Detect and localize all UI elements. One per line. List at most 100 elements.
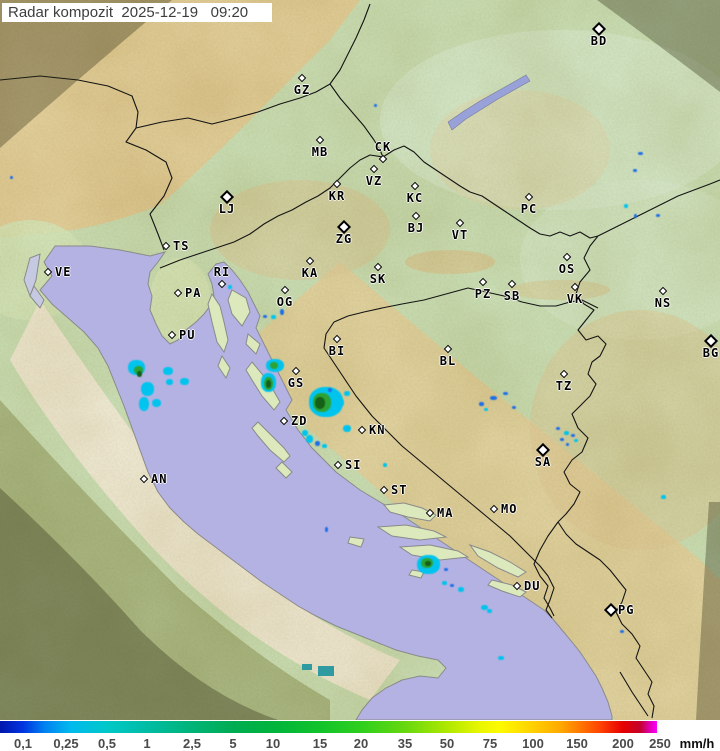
radar-echo xyxy=(343,425,351,432)
radar-echo xyxy=(263,315,267,318)
city-label-os: OS xyxy=(558,262,576,276)
radar-echo xyxy=(10,176,13,179)
radar-echo xyxy=(425,561,431,566)
scale-tick-label: 250 xyxy=(649,736,671,751)
radar-echo xyxy=(633,169,637,172)
radar-echo xyxy=(661,495,666,499)
radar-echo xyxy=(152,399,161,407)
city-label-kc: KC xyxy=(406,191,424,205)
city-label-gz: GZ xyxy=(293,83,311,97)
city-marker-ck xyxy=(378,154,388,164)
city-label-st: ST xyxy=(391,483,408,497)
city-label-zg: ZG xyxy=(335,232,353,246)
city-label-og: OG xyxy=(276,295,294,309)
title-bar: Radar kompozit 2025-12-19 09:20 xyxy=(2,3,272,22)
city-marker-si xyxy=(333,460,343,470)
city-marker-gz xyxy=(297,73,307,83)
city-marker-sk xyxy=(373,262,383,272)
radar-echo xyxy=(479,402,484,406)
radar-echo xyxy=(564,431,569,435)
radar-echo xyxy=(624,204,628,208)
radar-echo xyxy=(383,463,387,467)
scale-tick-label: 0,5 xyxy=(97,736,117,751)
city-label-sb: SB xyxy=(503,289,521,303)
radar-echo xyxy=(458,587,464,592)
adriatic-sea xyxy=(39,245,613,720)
radar-echo xyxy=(620,630,624,633)
city-label-pg: PG xyxy=(618,603,635,617)
city-label-du: DU xyxy=(524,579,541,593)
scale-tick-label: 100 xyxy=(522,736,544,751)
radar-echo xyxy=(444,568,448,571)
city-label-bl: BL xyxy=(439,354,457,368)
city-label-mb: MB xyxy=(311,145,329,159)
lake-lesina xyxy=(302,664,312,670)
radar-echo xyxy=(344,391,350,396)
city-marker-tz xyxy=(559,369,569,379)
city-marker-ma xyxy=(425,508,435,518)
radar-echo xyxy=(334,398,344,407)
lakes xyxy=(302,74,531,676)
city-marker-sb xyxy=(507,279,517,289)
city-label-ri: RI xyxy=(213,265,231,279)
scale-tick-label: 15 xyxy=(312,736,328,751)
city-marker-an xyxy=(139,474,149,484)
radar-echo xyxy=(566,443,569,446)
city-label-sk: SK xyxy=(369,272,387,286)
city-label-kn: KN xyxy=(369,423,386,437)
city-marker-kn xyxy=(357,425,367,435)
radar-echo xyxy=(328,388,332,392)
radar-echo xyxy=(325,527,328,532)
radar-echo xyxy=(322,444,327,448)
radar-echo xyxy=(315,441,320,446)
radar-echo xyxy=(302,430,308,436)
lake-balaton xyxy=(447,74,531,131)
radar-echo xyxy=(270,362,278,369)
city-label-bg: BG xyxy=(702,346,720,360)
city-label-si: SI xyxy=(345,458,362,472)
radar-echo xyxy=(141,382,154,396)
land-layer xyxy=(0,0,720,720)
city-marker-gs xyxy=(291,366,301,376)
radar-echo xyxy=(166,379,173,385)
city-marker-ka xyxy=(305,256,315,266)
radar-echo xyxy=(271,315,276,319)
radar-echo xyxy=(180,378,189,385)
city-marker-bj xyxy=(411,211,421,221)
city-marker-pa xyxy=(173,288,183,298)
city-marker-mo xyxy=(489,504,499,514)
intensity-gradient-bar xyxy=(0,721,657,733)
city-marker-vt xyxy=(455,218,465,228)
radar-echo xyxy=(481,605,488,610)
radar-echo xyxy=(498,656,504,660)
radar-echo xyxy=(228,285,232,289)
intensity-unit-label: mm/h xyxy=(679,736,715,751)
city-marker-pg xyxy=(603,602,619,618)
city-label-ns: NS xyxy=(654,296,672,310)
city-label-pz: PZ xyxy=(474,287,492,301)
islands xyxy=(23,253,527,598)
scale-tick-label: 150 xyxy=(566,736,588,751)
city-marker-bl xyxy=(443,344,453,354)
radar-echo xyxy=(139,397,149,411)
radar-echo xyxy=(571,434,575,437)
city-marker-og xyxy=(280,285,290,295)
city-marker-pc xyxy=(524,192,534,202)
radar-echo xyxy=(490,396,497,400)
radar-echo xyxy=(512,406,516,409)
city-label-lj: LJ xyxy=(218,202,236,216)
city-marker-os xyxy=(562,252,572,262)
city-marker-ve xyxy=(43,267,53,277)
radar-echo xyxy=(634,214,637,218)
scale-tick-label: 20 xyxy=(353,736,369,751)
scale-tick-label: 35 xyxy=(397,736,413,751)
city-label-ma: MA xyxy=(437,506,454,520)
city-marker-st xyxy=(379,485,389,495)
city-label-ka: KA xyxy=(301,266,319,280)
radar-echo xyxy=(442,581,447,585)
radar-echo xyxy=(487,609,492,613)
radar-map-svg xyxy=(0,0,720,720)
scale-tick-label: 0,1 xyxy=(13,736,33,751)
city-label-mo: MO xyxy=(501,502,518,516)
